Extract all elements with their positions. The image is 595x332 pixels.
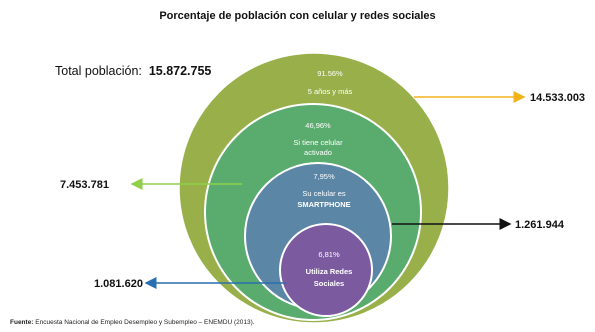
total-population: Total población: 15.872.755 xyxy=(55,64,211,78)
value-celular-activado: 7.453.781 xyxy=(60,179,109,191)
circle-4-pct: 6,81% xyxy=(318,250,340,259)
circle-1-label: 5 años y más xyxy=(308,87,353,96)
circle-2-label-line-1: Si tiene celular xyxy=(293,138,343,147)
source-note: Fuente: Encuesta Nacional de Empleo Dese… xyxy=(10,319,255,326)
total-population-value: 15.872.755 xyxy=(148,64,212,78)
value-smartphone: 1.261.944 xyxy=(515,219,565,231)
circle-redes-sociales xyxy=(279,223,373,317)
circle-1-pct: 91.56% xyxy=(317,69,343,78)
circle-4-label-line-2: Sociales xyxy=(314,279,344,288)
value-5-anos-y-mas: 14.533.003 xyxy=(530,92,585,104)
diagram-title: Porcentaje de población con celular y re… xyxy=(159,10,436,22)
total-population-label: Total población: xyxy=(55,64,142,78)
source-text: Encuesta Nacional de Empleo Desempleo y … xyxy=(35,319,255,326)
circle-4-label-line-1: Utiliza Redes xyxy=(306,267,353,276)
source-label: Fuente: xyxy=(10,319,34,326)
circle-2-label-line-2: activado xyxy=(304,148,332,157)
circle-2-pct: 46,96% xyxy=(305,121,331,130)
circle-3-label-line-2: SMARTPHONE xyxy=(297,200,350,209)
value-redes-sociales: 1.081.620 xyxy=(94,278,143,290)
circle-3-label-line-1: Su celular es xyxy=(302,189,346,198)
circle-3-pct: 7,95% xyxy=(313,172,335,181)
